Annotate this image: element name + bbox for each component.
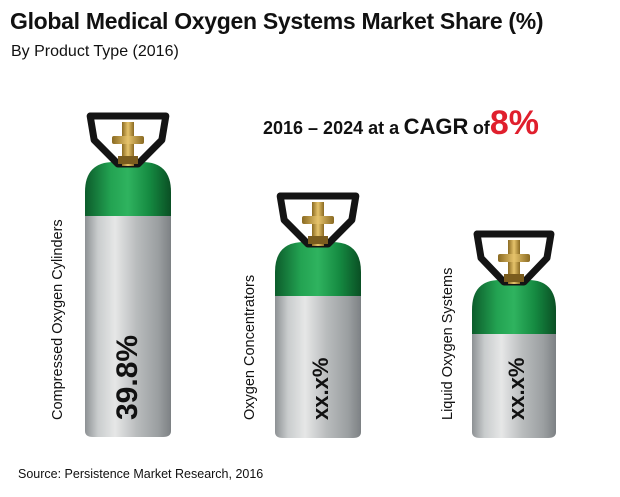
category-label: Liquid Oxygen Systems: [440, 268, 456, 420]
value-label: xx.x%: [308, 358, 333, 420]
value-label: xx.x%: [504, 358, 529, 420]
category-label: Oxygen Concentrators: [242, 275, 258, 420]
chart-subtitle: By Product Type (2016): [11, 43, 179, 60]
valve-knob-icon: [498, 254, 530, 262]
cylinder-body: [85, 212, 171, 437]
cylinder-cap: [472, 280, 556, 334]
cylinder-group: Compressed Oxygen Cylinders 39.8% Oxygen C…: [50, 112, 556, 438]
source-note: Source: Persistence Market Research, 201…: [18, 467, 264, 481]
valve-base-icon: [504, 274, 524, 282]
cylinder-2: Oxygen Concentrators xx.x%: [242, 192, 361, 438]
valve-base-icon: [308, 236, 328, 244]
value-label: 39.8%: [111, 335, 144, 420]
cylinder-body: [472, 330, 556, 438]
category-label: Compressed Oxygen Cylinders: [50, 219, 66, 420]
valve-base-icon: [118, 156, 138, 164]
cylinder-cap: [275, 242, 361, 296]
cylinder-body: [275, 292, 361, 438]
cagr-prefix: 2016 – 2024 at a: [263, 118, 400, 138]
chart-title: Global Medical Oxygen Systems Market Sha…: [10, 8, 544, 34]
cylinder-3: Liquid Oxygen Systems xx.x%: [440, 230, 556, 438]
cagr-keyword: CAGR: [403, 114, 469, 139]
cylinder-cap: [85, 162, 171, 216]
cagr-connector: of: [472, 118, 490, 138]
cagr-callout: 2016 – 2024 at a CAGR of8%: [263, 104, 539, 143]
valve-knob-icon: [112, 136, 144, 144]
valve-knob-icon: [302, 216, 334, 224]
cagr-value: 8%: [489, 104, 539, 142]
cylinder-1: Compressed Oxygen Cylinders 39.8%: [50, 112, 171, 437]
